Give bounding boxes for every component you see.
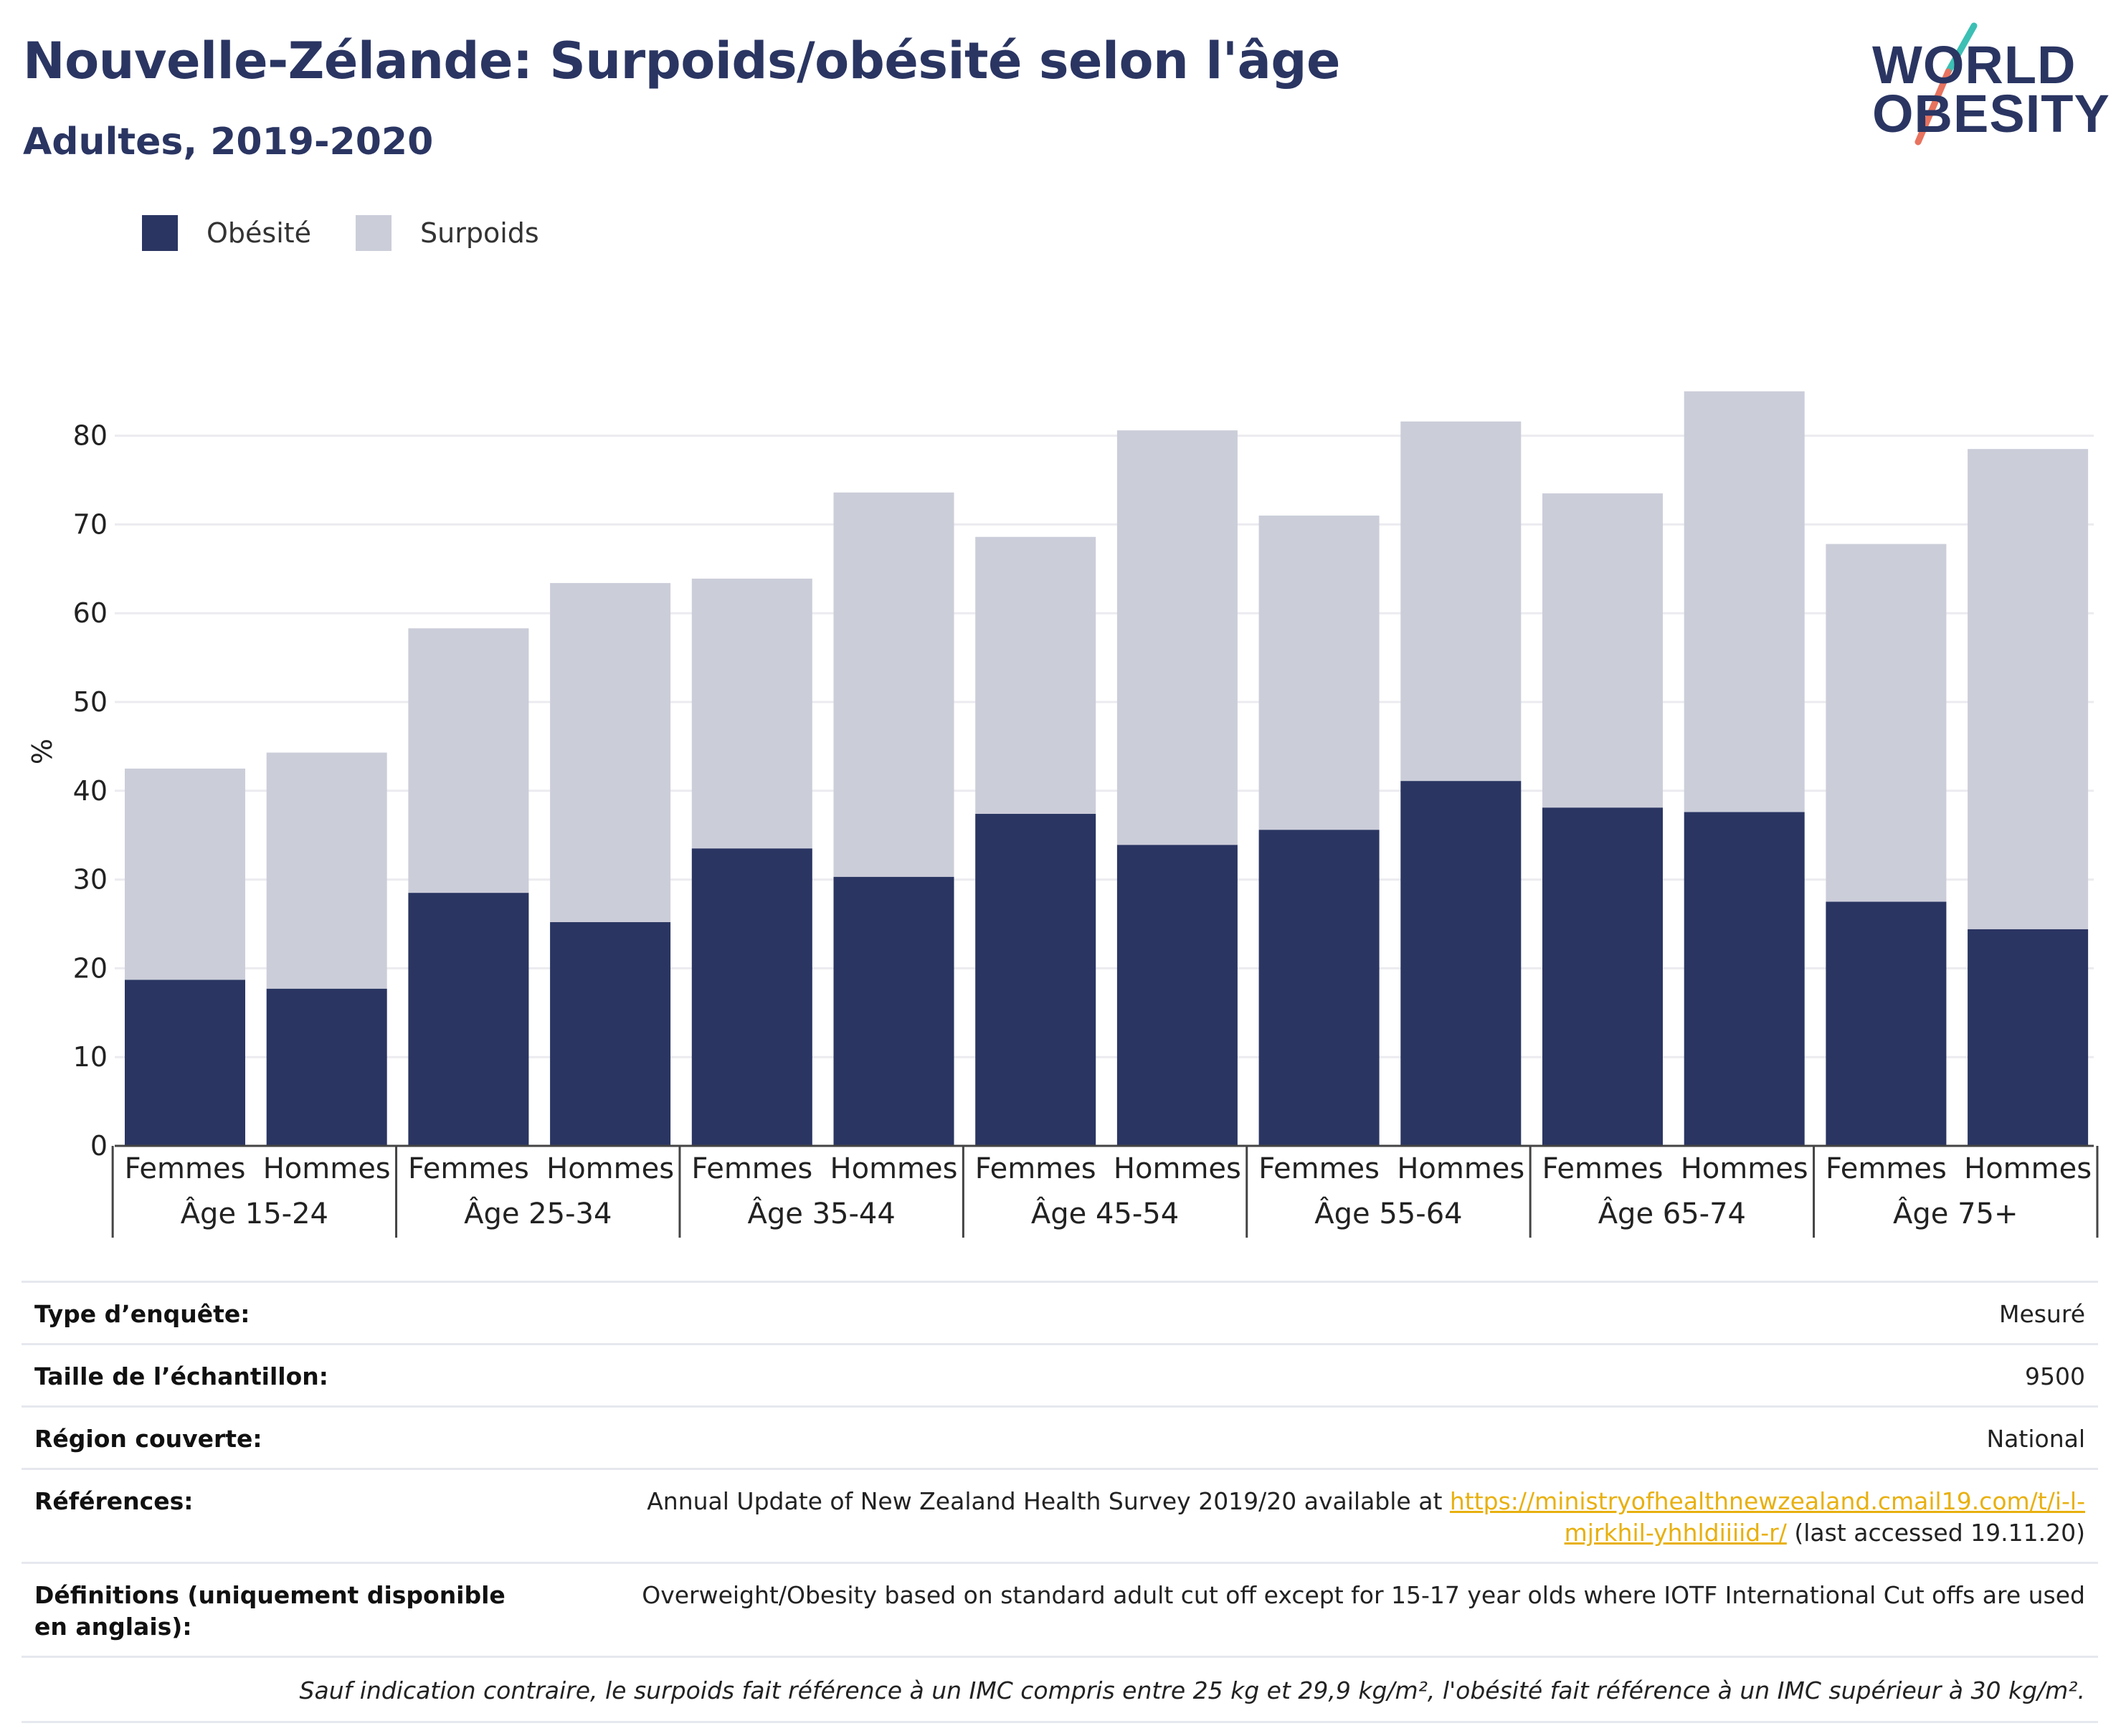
stacked-bar-chart: 0 10 20 30 40 50 60 70 80% Femmes Hommes Âge 15-24 F… <box>27 391 2099 1238</box>
bar-surpoids <box>975 536 1096 814</box>
reference-accessed: (last accessed 19.11.20) <box>1786 1519 2085 1547</box>
y-tick-label: 0 <box>90 1130 108 1162</box>
logo-text-obesity: OBESITY <box>1872 84 2110 143</box>
world-obesity-logo: WORLD OBESITY <box>1868 20 2110 153</box>
x-group-label: Âge 55-64 <box>1314 1196 1462 1230</box>
bar-surpoids <box>1258 516 1380 830</box>
x-tick-label: Hommes <box>546 1152 674 1185</box>
reference-link[interactable]: https://ministryofhealthnewzealand.cmail… <box>1449 1487 2085 1547</box>
bar-surpoids <box>833 492 954 877</box>
y-axis-label: % <box>27 739 58 764</box>
bar-obesite <box>550 922 671 1146</box>
info-value: Mesuré <box>1998 1300 2085 1328</box>
info-label: Références: <box>34 1487 194 1515</box>
bar-surpoids <box>1684 391 1805 812</box>
bar-obesite <box>975 813 1096 1146</box>
y-tick-label: 30 <box>73 864 108 896</box>
x-group-label: Âge 75+ <box>1893 1196 2018 1230</box>
y-tick-label: 80 <box>73 420 108 452</box>
chart-title: Nouvelle-Zélande: Surpoids/obésité selon… <box>23 32 1341 90</box>
bar-surpoids <box>1968 449 2089 929</box>
bar-surpoids <box>1116 430 1238 845</box>
legend-swatch-surpoids <box>356 215 392 251</box>
info-value: 9500 <box>2025 1362 2085 1390</box>
x-tick-label: Femmes <box>408 1152 529 1185</box>
x-group-label: Âge 45-54 <box>1031 1196 1179 1230</box>
x-tick-label: Femmes <box>1826 1152 1947 1185</box>
y-tick-label: 60 <box>73 597 108 629</box>
info-value: Annual Update of New Zealand Health Surv… <box>622 1486 2098 1549</box>
info-row-region: Région couverte: National <box>22 1405 2098 1468</box>
legend-label-obesite: Obésité <box>207 217 312 249</box>
bar-obesite <box>1400 781 1522 1146</box>
reference-text: Annual Update of New Zealand Health Surv… <box>647 1487 1450 1515</box>
bar-obesite <box>1116 845 1238 1146</box>
bar-obesite <box>1826 901 1947 1146</box>
info-row-sample-size: Taille de l’échantillon: 9500 <box>22 1343 2098 1405</box>
bar-obesite <box>408 893 529 1146</box>
bar-obesite <box>833 876 954 1146</box>
bar-obesite <box>1258 830 1380 1146</box>
info-label: Taille de l’échantillon: <box>34 1362 328 1390</box>
chart-subtitle: Adultes, 2019-2020 <box>23 120 434 163</box>
legend-item-obesite[interactable]: Obésité <box>142 215 311 251</box>
bar-surpoids <box>125 768 245 980</box>
x-tick-label: Hommes <box>1397 1152 1524 1185</box>
x-tick-label: Hommes <box>830 1152 958 1185</box>
logo-text-world: WORLD <box>1872 35 2077 95</box>
x-group-label: Âge 35-44 <box>747 1196 895 1230</box>
y-tick-label: 20 <box>73 952 108 984</box>
x-tick-label: Hommes <box>1114 1152 1241 1185</box>
bar-obesite <box>1542 807 1663 1146</box>
info-value: Overweight/Obesity based on standard adu… <box>642 1581 2085 1609</box>
bar-surpoids <box>550 583 671 923</box>
x-tick-label: Femmes <box>125 1152 246 1185</box>
legend-item-surpoids[interactable]: Surpoids <box>356 215 539 251</box>
bar-surpoids <box>1826 544 1947 902</box>
y-tick-label: 70 <box>73 508 108 540</box>
info-row-survey-type: Type d’enquête: Mesuré <box>22 1281 2098 1343</box>
survey-info-table: Type d’enquête: Mesuré Taille de l’échan… <box>22 1281 2098 1723</box>
x-tick-label: Hommes <box>1681 1152 1808 1185</box>
bar-obesite <box>125 980 245 1146</box>
info-row-references: Références: Annual Update of New Zealand… <box>22 1468 2098 1562</box>
bar-surpoids <box>1542 493 1663 808</box>
legend-label-surpoids: Surpoids <box>420 217 539 249</box>
y-tick-label: 10 <box>73 1041 108 1073</box>
info-value: National <box>1986 1425 2085 1453</box>
x-tick-label: Femmes <box>975 1152 1096 1185</box>
x-tick-label: Hommes <box>263 1152 391 1185</box>
info-row-definitions: Définitions (uniquement disponible en an… <box>22 1562 2098 1656</box>
info-label: Définitions (uniquement disponible en an… <box>34 1581 506 1641</box>
bar-obesite <box>691 848 812 1146</box>
x-tick-label: Hommes <box>1964 1152 2092 1185</box>
bar-surpoids <box>408 628 529 893</box>
info-label: Région couverte: <box>34 1425 262 1453</box>
bar-obesite <box>1684 812 1805 1146</box>
y-tick-label: 40 <box>73 775 108 807</box>
bar-surpoids <box>1400 421 1522 782</box>
x-tick-label: Femmes <box>1258 1152 1380 1185</box>
x-group-label: Âge 25-34 <box>464 1196 612 1230</box>
bmi-footnote: Sauf indication contraire, le surpoids f… <box>22 1656 2098 1723</box>
logo-slash-icon <box>1914 22 1978 146</box>
bar-surpoids <box>691 578 812 849</box>
bar-obesite <box>1968 929 2089 1146</box>
bar-obesite <box>266 988 387 1146</box>
x-tick-label: Femmes <box>691 1152 812 1185</box>
chart-legend: Obésité Surpoids <box>142 214 584 252</box>
info-label: Type d’enquête: <box>34 1300 250 1328</box>
x-group-label: Âge 65-74 <box>1598 1196 1746 1230</box>
x-tick-label: Femmes <box>1542 1152 1664 1185</box>
bar-surpoids <box>266 752 387 989</box>
y-tick-label: 50 <box>73 686 108 718</box>
legend-swatch-obesite <box>142 215 178 251</box>
x-group-label: Âge 15-24 <box>181 1196 328 1230</box>
